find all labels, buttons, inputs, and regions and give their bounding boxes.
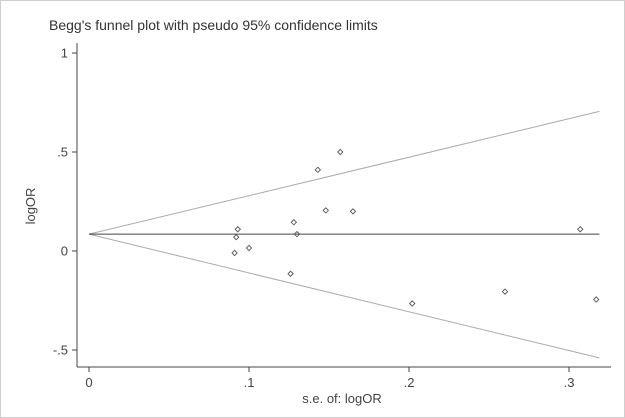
data-point — [293, 230, 301, 238]
upper-confidence-limit — [88, 110, 600, 235]
data-point — [336, 148, 344, 156]
data-point — [232, 233, 240, 241]
data-point — [349, 208, 357, 215]
y-tick-label: 1 — [61, 46, 68, 61]
x-tick-label: .2 — [404, 375, 415, 390]
x-tick-label: .1 — [244, 375, 255, 390]
lower-confidence-limit — [88, 233, 600, 359]
data-point — [501, 288, 509, 295]
data-point — [314, 166, 322, 174]
x-tick-label: .3 — [564, 375, 575, 390]
data-point — [245, 244, 253, 252]
data-point — [231, 249, 238, 257]
data-point — [234, 225, 242, 233]
data-point — [287, 270, 294, 278]
y-tick-label: .5 — [57, 145, 68, 160]
y-tick-label: -.5 — [53, 343, 68, 358]
chart-title: Begg's funnel plot with pseudo 95% confi… — [49, 17, 378, 33]
data-point — [290, 219, 298, 226]
data-point — [576, 225, 584, 233]
data-point — [408, 300, 416, 307]
data-point — [592, 296, 600, 303]
y-tick-label: 0 — [61, 244, 68, 259]
x-tick-label: 0 — [85, 375, 92, 390]
y-axis-label: logOR — [23, 188, 38, 225]
data-point — [322, 207, 330, 214]
x-axis-label: s.e. of: logOR — [302, 391, 381, 406]
